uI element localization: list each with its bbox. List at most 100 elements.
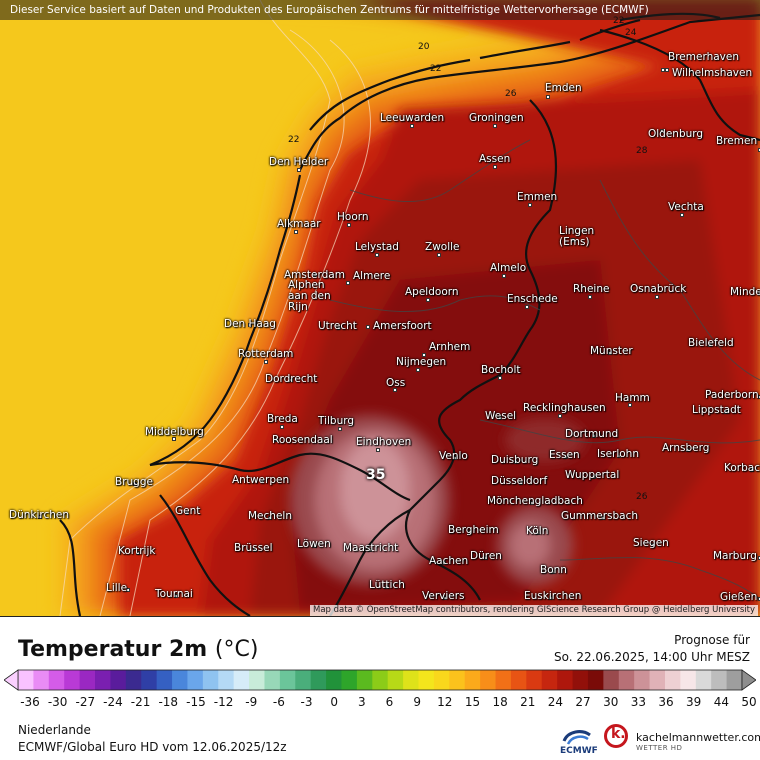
colorbar-tick-label: 12 xyxy=(437,695,453,709)
city-dot-icon xyxy=(468,530,472,534)
city-label: Köln xyxy=(526,525,549,537)
colorbar-segment xyxy=(172,670,188,690)
isoline-label: 20 xyxy=(418,42,430,52)
city-dot-icon xyxy=(410,124,414,128)
city-label: Tournai xyxy=(155,588,193,600)
city-dot-icon xyxy=(665,68,669,72)
colorbar-segment xyxy=(326,670,342,690)
colorbar-tick-label: 0 xyxy=(330,695,339,709)
city-label: Verviers xyxy=(422,590,465,602)
brand-name[interactable]: kachelmannwetter.com xyxy=(636,731,760,744)
city-label: Kortrijk xyxy=(118,545,156,557)
colorbar-segment xyxy=(495,670,512,690)
colorbar-tick-label: -6 xyxy=(272,695,285,709)
city-label: Den Helder xyxy=(269,156,329,168)
city-dot-icon xyxy=(136,551,140,555)
city-dot-icon xyxy=(750,468,754,472)
colorbar-segment xyxy=(187,670,204,690)
city-label: Emden xyxy=(545,82,582,94)
city-label: Dordrecht xyxy=(265,373,318,385)
city-label: Rheine xyxy=(573,283,610,295)
colorbar-tick-label: 21 xyxy=(520,695,536,709)
city-dot-icon xyxy=(253,548,257,552)
colorbar-segment xyxy=(156,670,173,690)
colorbar-segment xyxy=(202,670,219,690)
colorbar-tick-label: -24 xyxy=(103,695,123,709)
colorbar-tick-label: -30 xyxy=(47,695,68,709)
colorbar-segment xyxy=(372,670,389,690)
city-label: Duisburg xyxy=(491,454,539,466)
province-borders xyxy=(329,139,760,601)
city-dot-icon xyxy=(248,323,252,327)
city-dot-icon xyxy=(313,273,317,277)
colorbar-tick-label: 3 xyxy=(358,695,366,709)
city-label: Gent xyxy=(175,505,201,517)
colorbar-tick-label: 33 xyxy=(630,695,647,709)
city-dot-icon xyxy=(385,585,389,589)
map-canvas xyxy=(0,0,760,616)
city-label: Maastricht xyxy=(343,542,399,554)
colorbar-segment xyxy=(233,670,250,690)
city-label: Gummersbach xyxy=(561,510,639,522)
colorbar-segment xyxy=(464,670,481,690)
ecmwf-logo[interactable]: ECMWF xyxy=(560,727,598,757)
city-dot-icon xyxy=(758,291,760,295)
city-label: Oss xyxy=(386,377,406,389)
model-run-label: ECMWF/Global Euro HD vom 12.06.2025/12z xyxy=(18,740,287,754)
city-label: Dortmund xyxy=(565,428,619,440)
city-label: Brugge xyxy=(115,476,153,488)
ecmwf-swirl-icon xyxy=(562,730,591,745)
city-label: Groningen xyxy=(469,112,524,124)
city-dot-icon xyxy=(443,596,447,600)
title-text: Temperatur 2m xyxy=(18,637,208,662)
city-label: Brüssel xyxy=(234,542,273,554)
colorbar-segment xyxy=(95,670,111,690)
city-label: Mecheln xyxy=(248,510,292,522)
colorbar-tick-label: -27 xyxy=(75,695,96,709)
city-label: Bielefeld xyxy=(688,337,734,349)
colorbar-segment xyxy=(264,670,281,690)
colorbar-tick-label: -36 xyxy=(20,695,40,709)
colorbar-tick-label: 18 xyxy=(492,695,508,709)
city-label: Hamm xyxy=(615,392,650,404)
max-temperature-marker: 35 xyxy=(366,467,386,483)
city-dot-icon xyxy=(546,95,550,99)
city-label: Düsseldorf xyxy=(491,475,548,487)
city-label: Vechta xyxy=(668,201,704,213)
city-label: Emmen xyxy=(517,191,558,203)
city-dot-icon xyxy=(608,351,612,355)
city-dot-icon xyxy=(655,295,659,299)
city-label: Bremen xyxy=(716,135,758,147)
city-dot-icon xyxy=(268,516,272,520)
colorbar-segment xyxy=(125,670,142,690)
city-label: Venlo xyxy=(439,450,468,462)
isoline-label: 26 xyxy=(636,492,648,502)
city-dot-icon xyxy=(758,556,760,560)
city-dot-icon xyxy=(519,481,523,485)
city-dot-icon xyxy=(493,124,497,128)
colorbar-segment xyxy=(557,670,574,690)
kachelmann-logo-icon[interactable]: k. xyxy=(604,724,628,748)
city-dot-icon xyxy=(484,556,488,560)
city-dot-icon xyxy=(514,460,518,464)
city-label: Essen xyxy=(549,449,580,461)
colorbar-tick-label: 36 xyxy=(658,695,674,709)
map-attribution: Map data © OpenStreetMap contributors, r… xyxy=(310,605,758,616)
colorbar-tick-label: 15 xyxy=(464,695,481,709)
temperature-map[interactable]: Dieser Service basiert auf Daten und Pro… xyxy=(0,0,760,617)
colorbar-segment xyxy=(18,670,34,690)
city-label: Bocholt xyxy=(481,364,521,376)
city-label: Arnsberg xyxy=(662,442,710,454)
city-dot-icon xyxy=(264,360,268,364)
city-dot-icon xyxy=(426,298,430,302)
colorbar-segment xyxy=(618,670,635,690)
colorbar-tick-label: -15 xyxy=(186,695,206,709)
isoline-label: 26 xyxy=(505,89,517,99)
colorbar-segment xyxy=(218,670,235,690)
city-dot-icon xyxy=(376,448,380,452)
city-dot-icon xyxy=(549,596,553,600)
city-label: Lippstadt xyxy=(692,404,741,416)
city-label: Enschede xyxy=(507,293,558,305)
colorbar-tick-label: 24 xyxy=(547,695,564,709)
city-dot-icon xyxy=(660,129,664,133)
